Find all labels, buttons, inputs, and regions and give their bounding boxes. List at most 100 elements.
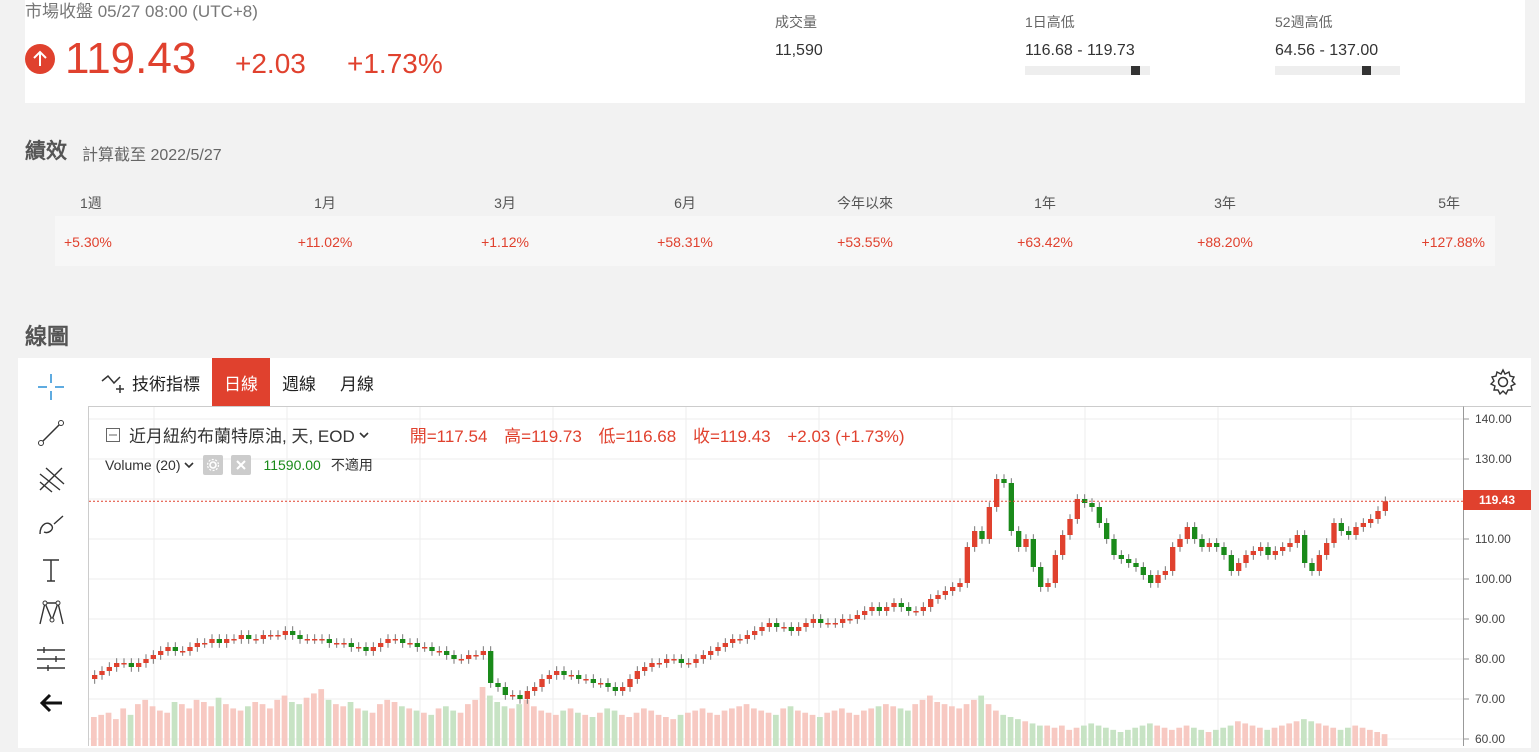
candle-up <box>253 639 259 641</box>
volume-bar <box>325 699 332 746</box>
volume-bar <box>1271 727 1278 746</box>
candle-up <box>1060 535 1066 555</box>
candle-up <box>1375 511 1381 519</box>
candle-up <box>627 679 633 687</box>
volume-bar <box>626 717 633 746</box>
volume-bar <box>1161 727 1168 746</box>
chevron-down-icon[interactable] <box>358 430 370 440</box>
tab-monthly[interactable]: 月線 <box>340 374 374 394</box>
volume-bar <box>355 708 361 746</box>
symbol-label[interactable]: 近月紐約布蘭特原油, 天, EOD <box>129 427 355 446</box>
candle-up <box>1331 523 1337 543</box>
candle-up <box>275 635 281 637</box>
candle-up <box>620 687 626 691</box>
measure-icon[interactable] <box>34 642 68 676</box>
candle-down <box>678 659 684 663</box>
candle-up <box>1294 535 1300 543</box>
price-axis[interactable]: 140.00130.00120.00110.00100.0090.0080.00… <box>1463 406 1531 746</box>
volume-bar <box>1147 723 1153 746</box>
collapse-icon[interactable] <box>105 427 121 443</box>
candle-up <box>1280 547 1286 551</box>
chevron-down-icon[interactable] <box>183 460 195 470</box>
volume-bar <box>1242 723 1249 746</box>
volume-bar <box>553 714 559 746</box>
candle-up <box>1243 555 1249 563</box>
volume-bar <box>362 710 369 746</box>
axis-tick-label: 100.00 <box>1475 572 1512 586</box>
candle-up <box>1258 547 1264 551</box>
volume-bar <box>1066 729 1073 746</box>
volume-bar <box>736 706 743 746</box>
performance-value: +11.02% <box>235 216 415 266</box>
candle-up <box>810 619 816 623</box>
candle-up <box>92 675 98 679</box>
candle-down <box>414 643 420 647</box>
text-icon[interactable] <box>34 553 68 587</box>
candle-down <box>128 663 134 667</box>
candle-down <box>1038 567 1044 587</box>
candle-down <box>818 619 824 623</box>
candle-up <box>370 647 376 651</box>
volume-settings-icon[interactable] <box>203 455 224 475</box>
volume-bar <box>347 702 354 746</box>
tab-weekly[interactable]: 週線 <box>282 374 316 394</box>
candle-down <box>1199 539 1205 547</box>
candle-down <box>1089 503 1095 507</box>
volume-bar <box>567 708 574 746</box>
tab-daily[interactable]: 日線 <box>212 358 270 406</box>
volume-bar <box>193 699 200 746</box>
candle-up <box>187 647 193 651</box>
gear-icon[interactable] <box>1489 368 1517 396</box>
indicators-button[interactable]: 技術指標 <box>88 358 212 406</box>
candle-up <box>473 655 479 657</box>
volume-remove-icon[interactable] <box>231 455 252 475</box>
stat-label: 52週高低 <box>1275 14 1333 30</box>
crosshair-icon[interactable] <box>34 370 68 404</box>
brush-icon[interactable] <box>34 508 68 542</box>
volume-bar <box>1330 727 1337 746</box>
candle-up <box>312 639 318 641</box>
candle-down <box>1133 563 1139 567</box>
volume-bar <box>927 695 933 746</box>
pattern-icon[interactable] <box>34 596 68 630</box>
candle-up <box>972 531 978 547</box>
volume-bar <box>758 710 765 746</box>
volume-bar <box>252 702 259 746</box>
candle-up <box>715 647 721 651</box>
stat-day-range: 1日高低 116.68 - 119.73 <box>1025 12 1150 75</box>
volume-bar <box>1198 729 1205 746</box>
performance-value-text: +1.12% <box>481 234 529 250</box>
volume-bar <box>670 719 677 746</box>
volume-bar <box>516 704 523 746</box>
candle-up <box>524 691 530 699</box>
candle-up <box>1272 551 1278 555</box>
candle-up <box>854 615 860 619</box>
volume-bar <box>941 704 948 746</box>
volume-bar <box>457 712 464 746</box>
trend-line-icon[interactable] <box>34 416 68 450</box>
candle-down <box>1016 531 1022 547</box>
volume-label[interactable]: Volume (20) <box>105 457 181 473</box>
candle-up <box>928 599 934 607</box>
volume-bar <box>399 706 405 746</box>
volume-bar <box>677 714 684 746</box>
volume-bar <box>259 704 266 746</box>
back-arrow-icon[interactable] <box>34 686 68 720</box>
quote-card: 市場收盤 05/27 08:00 (UTC+8) 119.43 +2.03 +1… <box>25 0 1525 103</box>
candle-up <box>994 479 1000 507</box>
indicators-icon <box>101 374 124 393</box>
volume-bar <box>721 710 728 746</box>
candle-up <box>847 619 853 621</box>
volume-bar <box>303 697 310 746</box>
candlestick-chart[interactable] <box>89 407 1463 746</box>
candle-down <box>774 623 780 627</box>
volume-bar <box>597 712 603 746</box>
volume-bar <box>1125 729 1131 746</box>
chart-plot-area[interactable]: 近月紐約布蘭特原油, 天, EOD 開=117.54 高=119.73 低=11… <box>88 406 1463 746</box>
candle-up <box>480 651 486 655</box>
volume-bar <box>1183 725 1190 746</box>
volume-bar <box>802 712 809 746</box>
volume-bar <box>949 706 955 746</box>
fib-icon[interactable] <box>34 462 68 496</box>
candle-up <box>121 663 127 665</box>
